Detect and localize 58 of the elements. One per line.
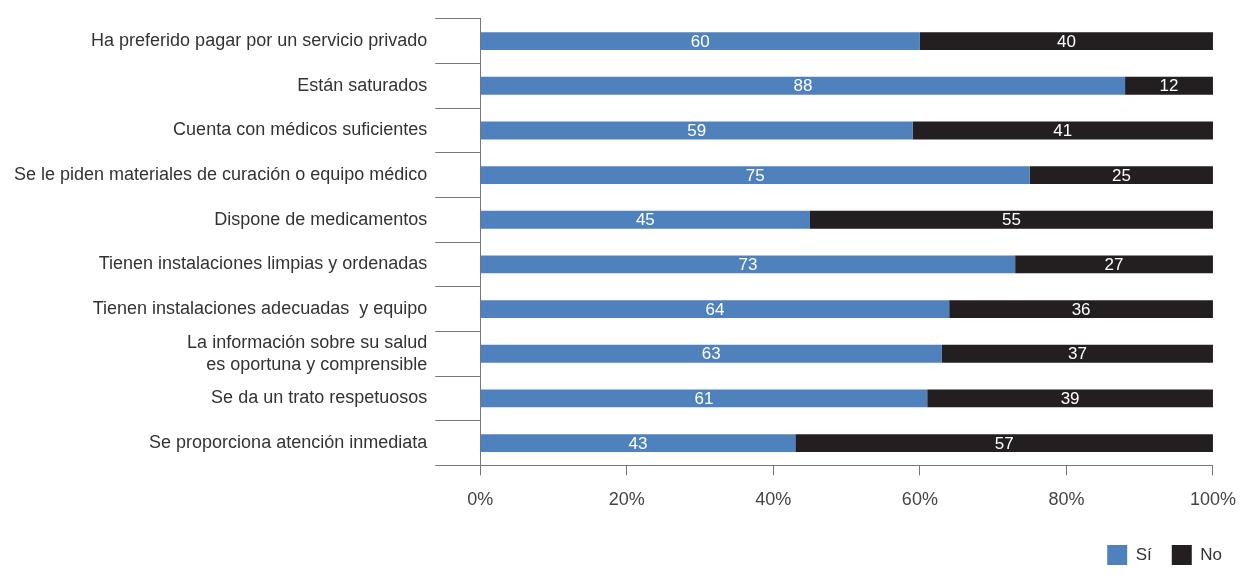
bar: [480, 121, 913, 140]
y-tick-label: Tienen instalaciones limpias y ordenadas: [98, 253, 428, 274]
bar: [480, 255, 1016, 274]
y-tick-label: Dispone de medicamentos: [214, 208, 428, 229]
data-label: 27: [1104, 255, 1124, 275]
bar: [912, 121, 1213, 140]
bar: [1125, 76, 1213, 95]
data-label: 45: [635, 210, 655, 230]
y-tick-label: Ha preferido pagar por un servicio privado: [91, 30, 428, 51]
data-label: 43: [628, 433, 648, 453]
data-label: 75: [745, 165, 765, 185]
bar: [927, 389, 1213, 408]
x-tick-label: 20%: [608, 489, 645, 510]
legend-label: No: [1200, 544, 1222, 564]
data-label: 40: [1056, 31, 1076, 51]
bar: [919, 32, 1213, 51]
bar: [480, 76, 1126, 95]
data-label: 12: [1159, 76, 1179, 96]
y-tick-label: Están saturados: [297, 74, 428, 95]
y-tick-label: Cuenta con médicos suficientes: [173, 119, 428, 140]
bar: [480, 389, 928, 408]
bar: [1029, 166, 1213, 185]
bar: [480, 210, 810, 229]
data-label: 55: [1002, 210, 1021, 230]
bar: [480, 300, 950, 319]
legend-label: Sí: [1135, 544, 1153, 564]
data-label: 39: [1060, 389, 1080, 409]
data-label: 61: [694, 389, 714, 409]
data-label: 59: [687, 121, 707, 141]
data-label: 37: [1067, 344, 1087, 364]
data-label: 36: [1071, 299, 1091, 319]
x-tick-label: 0%: [467, 489, 494, 510]
x-tick-label: 80%: [1048, 489, 1085, 510]
data-label: 88: [793, 76, 813, 96]
data-label: 41: [1053, 121, 1073, 141]
data-label: 25: [1111, 165, 1131, 185]
bar: [795, 434, 1213, 452]
data-label: 73: [738, 255, 758, 275]
bar: [480, 344, 942, 363]
bar: [809, 210, 1213, 229]
y-tick-label: Tienen instalaciones adecuadas y equipo: [92, 298, 428, 319]
bar: [480, 32, 920, 51]
data-label: 64: [705, 299, 725, 319]
data-label: 63: [701, 344, 721, 364]
data-label: 60: [690, 31, 710, 51]
x-tick-label: 40%: [755, 489, 792, 510]
x-tick-label: 100%: [1189, 489, 1236, 510]
x-tick-label: 60%: [901, 489, 938, 510]
bar: [941, 344, 1213, 363]
y-tick-label: La información sobre su salud es oportuna y comprensible: [187, 331, 428, 374]
bar: [1015, 255, 1213, 274]
y-tick-label: Se da un trato respetuosos: [211, 387, 428, 408]
data-label: 57: [994, 433, 1014, 453]
y-tick-label: Se le piden materiales de curación o equipo médico: [13, 164, 428, 185]
bar: [949, 300, 1213, 319]
bar: [480, 166, 1030, 185]
y-tick-label: Se proporciona atención inmediata: [149, 432, 429, 453]
bar: [480, 434, 796, 452]
